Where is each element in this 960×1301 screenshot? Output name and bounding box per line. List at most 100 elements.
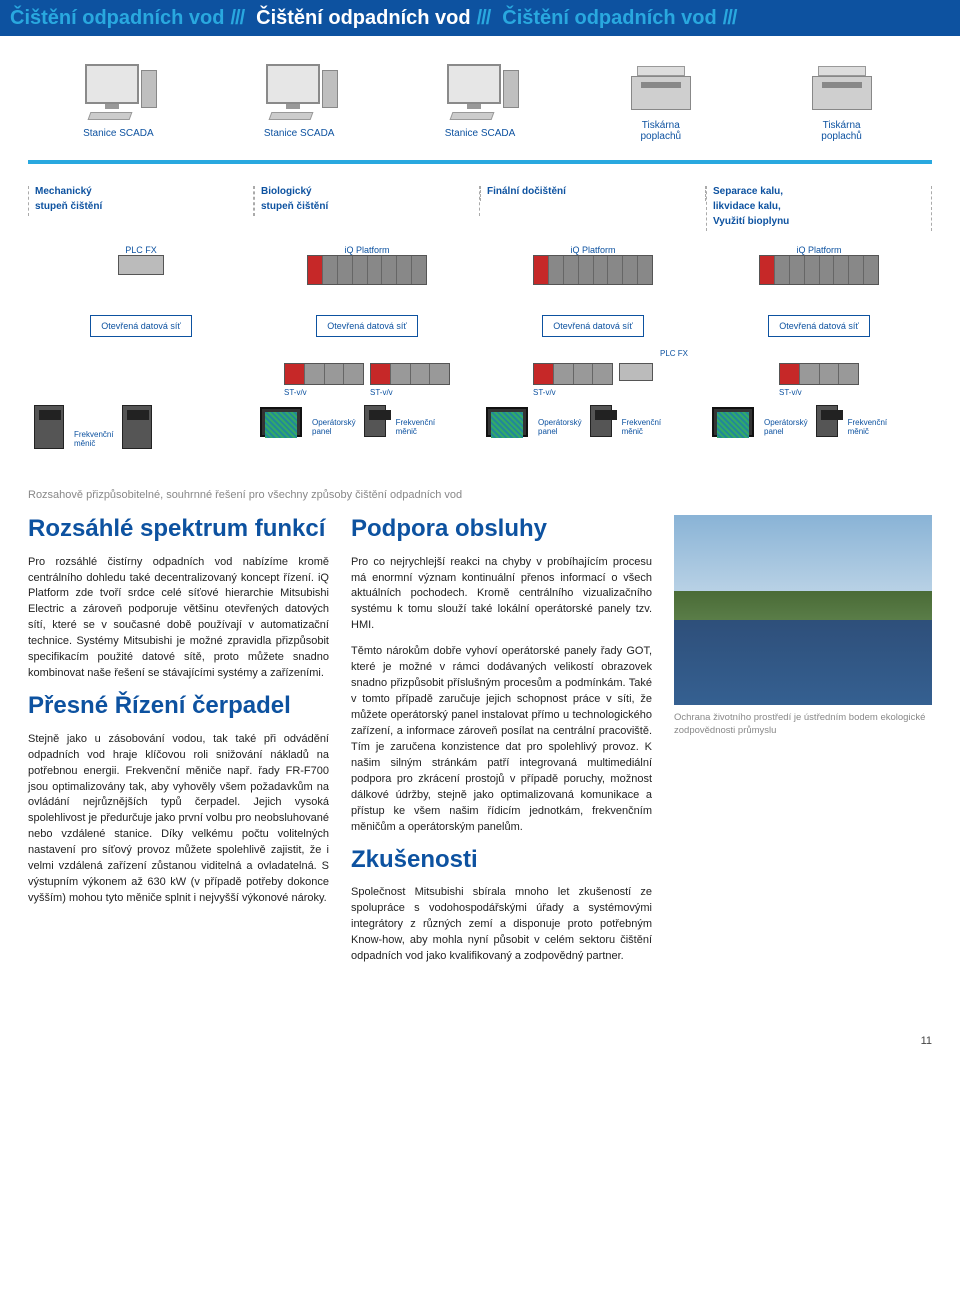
inverter-icon [122, 405, 152, 449]
mini-rack-icon [370, 363, 450, 385]
iq-label: iQ Platform [570, 245, 615, 255]
paragraph: Pro rozsáhlé čistírny odpadních vod nabí… [28, 555, 329, 683]
field-col-1: Frekvenční měnič [28, 405, 254, 449]
plc-fx-unit: PLC FX [28, 245, 254, 279]
inverter-icon [816, 405, 838, 437]
freq-label-l2: měnič [396, 427, 436, 437]
stvv-label: ST-v/v [779, 388, 859, 397]
op-panel-l1: Operátorský [312, 418, 356, 428]
article-body: Rozsáhlé spektrum funkcí Pro rozsáhlé či… [0, 515, 960, 1035]
page-number: 11 [0, 1035, 960, 1061]
freq-label-l1: Frekvenční [74, 430, 114, 440]
iq-platform-1: iQ Platform [254, 245, 480, 289]
open-network-row: Otevřená datová síť Otevřená datová síť … [28, 315, 932, 337]
column-1: Rozsáhlé spektrum funkcí Pro rozsáhlé či… [28, 515, 329, 917]
freq-label-l2: měnič [622, 427, 662, 437]
iq-rack-icon [759, 255, 879, 285]
remote-io-stage3: PLC FX ST-v/v [480, 363, 706, 397]
header-title-2: Čištění odpadních vod [256, 7, 470, 30]
hmi-icon [486, 407, 528, 437]
iq-platform-2: iQ Platform [480, 245, 706, 289]
scada-icon [256, 64, 342, 122]
printer-label-l2: poplachů [821, 131, 862, 142]
op-panel-l2: panel [312, 427, 356, 437]
header-title-1: Čištění odpadních vod [10, 7, 224, 30]
heading-experience: Zkušenosti [351, 846, 652, 874]
treatment-stages-row: Mechanický stupeň čištění Biologický stu… [28, 186, 932, 231]
op-panel-l2: panel [538, 427, 582, 437]
paragraph: Stejně jako u zásobování vodou, tak také… [28, 732, 329, 907]
op-panel-l1: Operátorský [538, 418, 582, 428]
stage-label-l1: Biologický [261, 186, 473, 197]
scada-station-2: Stanice SCADA [209, 64, 390, 139]
printer-icon [806, 64, 878, 114]
stage-mechanical: Mechanický stupeň čištění [28, 186, 254, 216]
remote-io-row: ST-v/v ST-v/v PLC FX ST-v/v ST-v/v [28, 363, 932, 397]
printer-label-l1: Tiskárna [642, 120, 680, 131]
plcfx-inline-label: PLC FX [660, 349, 688, 358]
freq-label-l1: Frekvenční [396, 418, 436, 428]
scada-icon [437, 64, 523, 122]
hmi-icon [260, 407, 302, 437]
hmi-icon [712, 407, 754, 437]
stage-biological: Biologický stupeň čištění [254, 186, 480, 216]
freq-label-l1: Frekvenční [848, 418, 888, 428]
scada-station-1: Stanice SCADA [28, 64, 209, 139]
column-2: Podpora obsluhy Pro co nejrychlejší reak… [351, 515, 652, 975]
page-header: Čištění odpadních vod /// Čištění odpadní… [0, 0, 960, 36]
stage-label-l1: Separace kalu, [713, 186, 925, 197]
inverter-icon [590, 405, 612, 437]
stvv-label: ST-v/v [284, 388, 364, 397]
open-net-box-1: Otevřená datová síť [90, 315, 191, 337]
diagram-caption: Rozsahově přizpůsobitelné, souhrnné řeše… [28, 489, 932, 501]
scada-icon [75, 64, 161, 122]
paragraph: Pro co nejrychlejší reakci na chyby v pr… [351, 555, 652, 635]
field-col-3: Operátorský panel Frekvenční měnič [480, 405, 706, 437]
iq-label: iQ Platform [344, 245, 389, 255]
system-diagram: Stanice SCADA Stanice SCADA Stanice SCAD… [0, 36, 960, 467]
heading-pump-control: Přesné Řízení čerpadel [28, 692, 329, 720]
alarm-printer-2: Tiskárna poplachů [751, 64, 932, 142]
op-panel-l2: panel [764, 427, 808, 437]
header-slashes-2: /// [477, 7, 491, 30]
header-title-3: Čištění odpadních vod [502, 7, 716, 30]
open-net-box-2: Otevřená datová síť [316, 315, 417, 337]
remote-io-stage2: ST-v/v ST-v/v [254, 363, 480, 397]
freq-label-l2: měnič [74, 439, 114, 449]
remote-io-stage4: ST-v/v [706, 363, 932, 397]
stage-label-l2: stupeň čištění [261, 201, 473, 212]
header-slashes-3: /// [723, 7, 737, 30]
heading-spectrum: Rozsáhlé spektrum funkcí [28, 515, 329, 543]
printer-label-l1: Tiskárna [823, 120, 861, 131]
plc-fx-icon [619, 363, 653, 381]
paragraph: Těmto nárokům dobře vyhoví operátorské p… [351, 644, 652, 835]
photo-caption: Ochrana životního prostředí je ústředním… [674, 711, 932, 738]
plc-fx-label: PLC FX [125, 245, 157, 255]
scada-label: Stanice SCADA [445, 128, 516, 139]
scada-label: Stanice SCADA [83, 128, 154, 139]
iq-platform-3: iQ Platform [706, 245, 932, 289]
stage-label-l1: Mechanický [35, 186, 247, 197]
stage-label-l2: stupeň čištění [35, 201, 247, 212]
scada-label: Stanice SCADA [264, 128, 335, 139]
field-devices-row: Frekvenční měnič Operátorský panel Frekv… [28, 405, 932, 449]
stage-final: Finální dočištění [480, 186, 706, 201]
mini-rack-icon [533, 363, 613, 385]
paragraph: Společnost Mitsubishi sbírala mnoho let … [351, 885, 652, 965]
freq-label-l2: měnič [848, 427, 888, 437]
inverter-icon [364, 405, 386, 437]
stage-label-l3: Využití bioplynu [713, 216, 925, 227]
scada-station-3: Stanice SCADA [390, 64, 571, 139]
stage-label-l2: likvidace kalu, [713, 201, 925, 212]
alarm-printer-1: Tiskárna poplachů [570, 64, 751, 142]
op-panel-l1: Operátorský [764, 418, 808, 428]
scada-printer-row: Stanice SCADA Stanice SCADA Stanice SCAD… [28, 64, 932, 142]
stage-sludge: Separace kalu, likvidace kalu, Využití b… [706, 186, 932, 231]
heading-operator-support: Podpora obsluhy [351, 515, 652, 543]
iq-label: iQ Platform [796, 245, 841, 255]
mini-rack-icon [779, 363, 859, 385]
stage-label-l1: Finální dočištění [487, 186, 699, 197]
network-bus-line [28, 160, 932, 164]
freq-label-l1: Frekvenční [622, 418, 662, 428]
mini-rack-icon [284, 363, 364, 385]
